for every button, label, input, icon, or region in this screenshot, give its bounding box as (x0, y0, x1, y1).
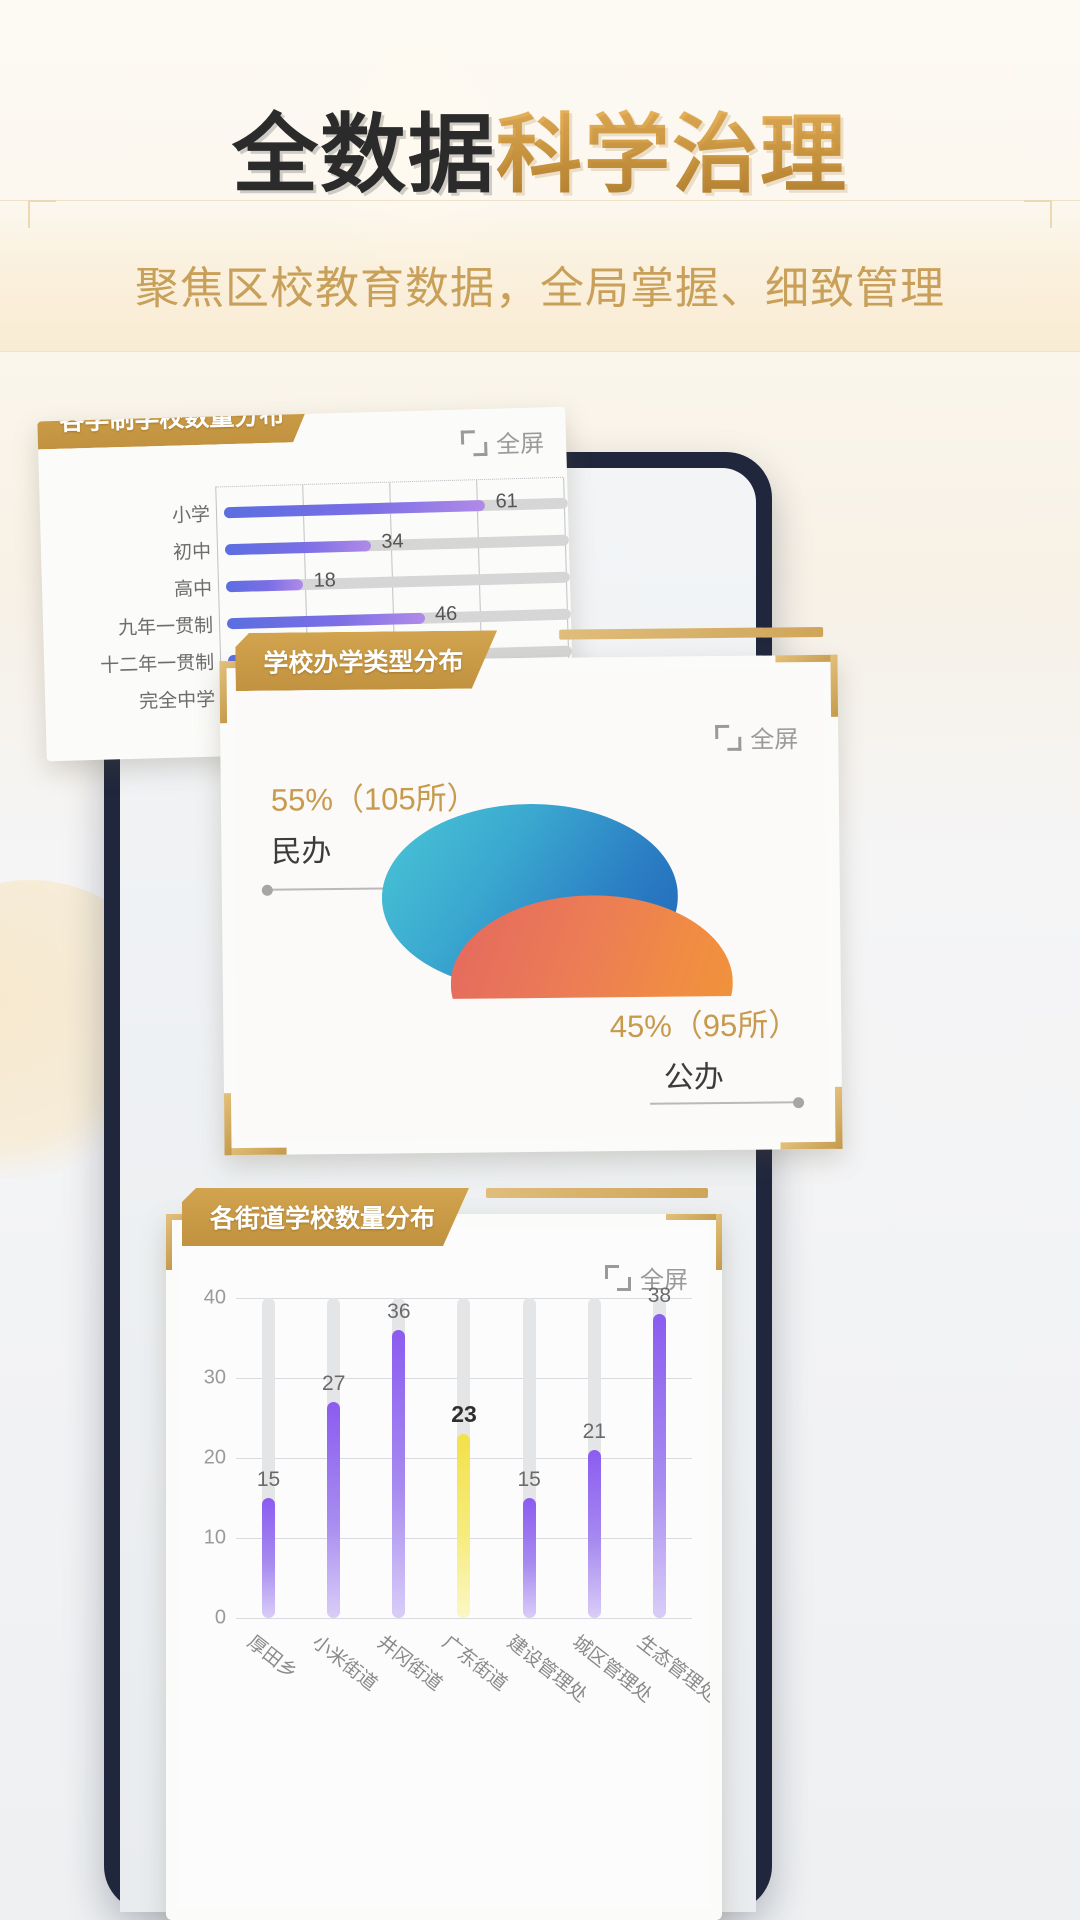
card3-title-tag: 各街道学校数量分布 (182, 1188, 469, 1246)
bar-track: 34 (224, 530, 570, 556)
bar-column: 23 广东街道 (438, 1298, 511, 1695)
fullscreen-icon (715, 724, 742, 751)
bar-value: 18 (313, 569, 337, 592)
card3-inner: 全屏 40 30 20 10 0 15 厚田乡 27 小米街道 (178, 1226, 710, 1908)
bar-fill (225, 579, 304, 593)
bar-value-highlight: 23 (451, 1400, 477, 1427)
card3-title-rail (486, 1188, 708, 1198)
pie-label-public-pct: 45%（95所） (609, 1007, 800, 1045)
pie-slice-public (450, 894, 734, 1073)
card1-title: 各学制学校数量分布 (58, 406, 285, 436)
bar-value: 36 (387, 1299, 411, 1323)
bar-fill (392, 1330, 406, 1618)
fullscreen-button-card3[interactable]: 全屏 (605, 1260, 688, 1295)
bar-value: 34 (381, 530, 404, 553)
fullscreen-button-card1[interactable]: 全屏 (460, 423, 545, 460)
page-title-dark: 全数据 (232, 107, 496, 203)
bar-group: 15 厚田乡 27 小米街道 36 井冈街道 (236, 1284, 710, 1707)
bar-row-label: 十二年一贯制 (99, 652, 215, 677)
bar-column: 15 建设管理处 (503, 1298, 591, 1707)
bar-track: 18 (225, 569, 571, 593)
x-tick-label: 厚田乡 (242, 1631, 301, 1684)
y-tick: 20 (203, 1446, 226, 1469)
card2-title-rail (559, 626, 824, 640)
fullscreen-label: 全屏 (750, 726, 799, 754)
bar-fill (327, 1402, 341, 1618)
bar-value: 15 (256, 1467, 281, 1491)
pie-label-public-name: 公办 (663, 1060, 724, 1095)
y-tick: 30 (203, 1366, 226, 1389)
bar-value: 15 (517, 1467, 541, 1491)
bar-column: 27 小米街道 (308, 1298, 381, 1695)
x-tick-label: 广东街道 (437, 1631, 511, 1696)
card2-title: 学校办学类型分布 (263, 647, 464, 678)
bar-track: 46 (226, 603, 572, 630)
card2-title-tag: 学校办学类型分布 (235, 630, 498, 691)
bar-column: 21 城区管理处 (568, 1298, 656, 1707)
card-street-distribution[interactable]: 全屏 40 30 20 10 0 15 厚田乡 27 小米街道 (166, 1188, 722, 1920)
fullscreen-icon (460, 429, 488, 456)
card3-plot: 40 30 20 10 0 15 厚田乡 27 小米街道 (204, 1284, 710, 1707)
card2-inner: 全屏 55%（105所） 民办 45%（95所） 公办 (233, 668, 829, 1142)
bar-row-label: 初中 (172, 541, 212, 564)
bar-value: 27 (322, 1371, 346, 1395)
bar-fill-highlight (457, 1434, 471, 1618)
pie-leader-public (650, 1097, 805, 1109)
bar-fill (262, 1498, 276, 1618)
bar-value: 61 (495, 490, 519, 513)
bar-fill (587, 1450, 601, 1618)
y-tick: 0 (214, 1606, 226, 1629)
fullscreen-button-card2[interactable]: 全屏 (715, 719, 798, 755)
fullscreen-icon (605, 1264, 631, 1291)
bar-track: 61 (223, 490, 568, 519)
bar-column: 36 井冈街道 (373, 1298, 446, 1695)
fullscreen-label: 全屏 (495, 430, 545, 459)
bar-row-label: 完全中学 (138, 689, 216, 713)
page-subtitle: 聚焦区校教育数据，全局掌握、细致管理 (135, 264, 945, 313)
bar-column: 15 厚田乡 (243, 1298, 300, 1684)
bar-fill (223, 499, 486, 519)
bar-value: 38 (647, 1283, 672, 1307)
x-tick-label: 小米街道 (307, 1631, 381, 1696)
bar-fill (226, 612, 425, 630)
card3-title: 各街道学校数量分布 (210, 1205, 436, 1233)
bar-row-label: 高中 (173, 578, 213, 601)
bar-row-label: 小学 (171, 504, 211, 527)
subtitle-band (0, 200, 1080, 352)
bar-column: 38 生态管理处 (633, 1284, 710, 1707)
page-title-gold: 科学治理 (496, 107, 848, 203)
bar-value: 21 (582, 1419, 606, 1443)
card1-title-tag: 各学制学校数量分布 (37, 407, 319, 450)
bar-value: 46 (434, 602, 458, 626)
y-tick: 40 (203, 1286, 226, 1309)
page-title: 全数据科学治理 (0, 112, 1080, 198)
bar-fill (522, 1498, 536, 1618)
x-tick-label: 井冈街道 (372, 1631, 446, 1696)
bar-fill (224, 540, 372, 556)
bar-fill (652, 1314, 666, 1618)
y-tick: 10 (203, 1526, 226, 1549)
pie-label-private-name: 民办 (271, 835, 332, 869)
fullscreen-label: 全屏 (640, 1267, 688, 1294)
bar-row-label: 九年一贯制 (117, 615, 214, 640)
card-school-type-distribution[interactable]: 全屏 55%（105所） 民办 45%（95所） 公办 学校办学类型分布 (219, 626, 843, 1156)
